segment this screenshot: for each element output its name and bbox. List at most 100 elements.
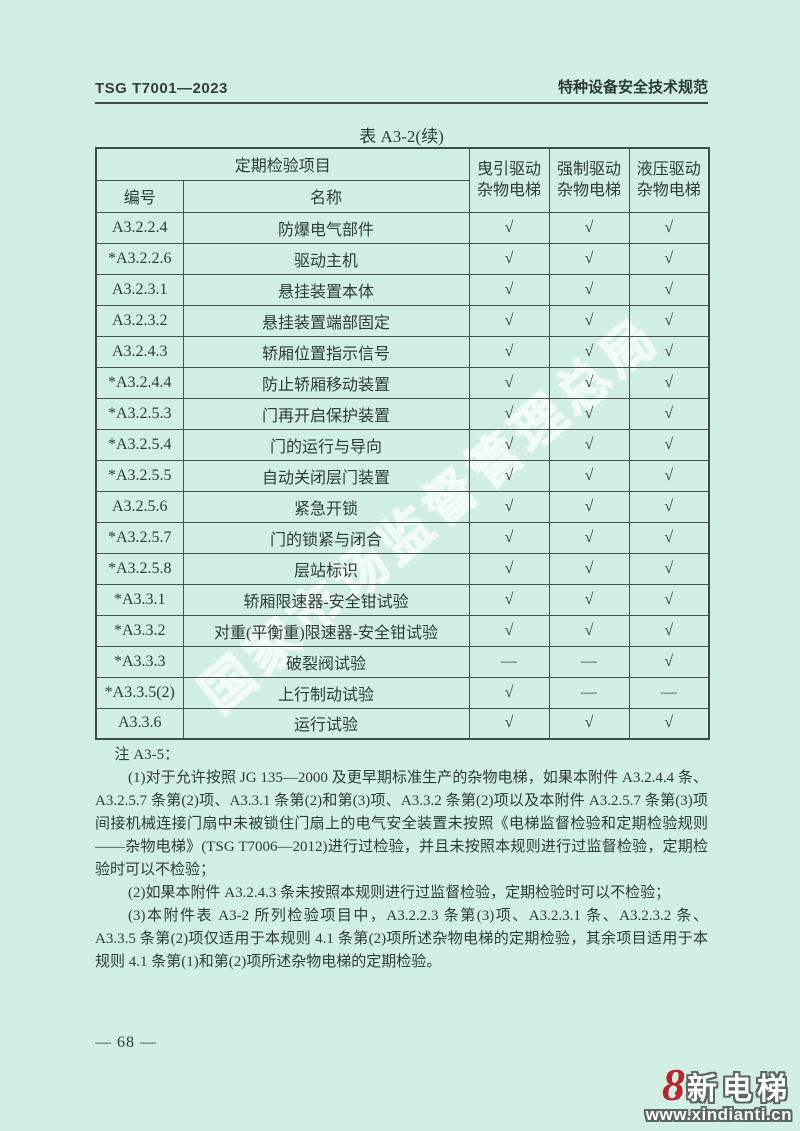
item-name-cell: 上行制动试验 bbox=[182, 676, 470, 709]
positive-check-cell: √ bbox=[548, 397, 630, 430]
header-row-1: 定期检验项目 曳引驱动 杂物电梯 强制驱动 杂物电梯 液压驱动 杂物电梯 bbox=[95, 147, 710, 213]
hydraulic-check-cell: √ bbox=[628, 273, 710, 306]
traction-check-cell: √ bbox=[468, 707, 550, 740]
item-number-cell: *A3.2.5.8 bbox=[95, 552, 184, 585]
hydraulic-check-cell: √ bbox=[628, 645, 710, 678]
item-name-cell: 门再开启保护装置 bbox=[182, 397, 470, 430]
table-row: A3.2.2.4 防爆电气部件 √ √ √ bbox=[95, 211, 710, 244]
notes-block: 注 A3-5： (1)对于允许按照 JG 135—2000 及更早期标准生产的杂… bbox=[95, 744, 708, 974]
page-header: TSG T7001—2023 特种设备安全技术规范 bbox=[95, 76, 708, 104]
traction-check-cell: √ bbox=[468, 552, 550, 585]
hydraulic-check-cell: √ bbox=[628, 211, 710, 244]
item-number-cell: *A3.2.2.6 bbox=[95, 242, 184, 275]
item-number-cell: *A3.2.4.4 bbox=[95, 366, 184, 399]
table-head: 定期检验项目 曳引驱动 杂物电梯 强制驱动 杂物电梯 液压驱动 杂物电梯 编号 名称 bbox=[95, 147, 710, 213]
traction-check-cell: √ bbox=[468, 521, 550, 554]
table-row: A3.3.6 运行试验 √ √ √ bbox=[95, 707, 710, 740]
traction-check-cell: √ bbox=[468, 459, 550, 492]
traction-check-cell: √ bbox=[468, 242, 550, 275]
hydraulic-check-cell: √ bbox=[628, 552, 710, 585]
header-positive-line1: 强制驱动 bbox=[557, 161, 622, 179]
hydraulic-check-cell: √ bbox=[628, 490, 710, 523]
positive-check-cell: √ bbox=[548, 459, 630, 492]
header-hydraulic-line1: 液压驱动 bbox=[636, 161, 701, 179]
table-row: *A3.2.5.3 门再开启保护装置 √ √ √ bbox=[95, 397, 710, 430]
hydraulic-check-cell: √ bbox=[628, 242, 710, 275]
positive-check-cell: √ bbox=[548, 242, 630, 275]
note-item-1: (1)对于允许按照 JG 135—2000 及更早期标准生产的杂物电梯，如果本附… bbox=[95, 770, 708, 878]
item-name-cell: 自动关闭层门装置 bbox=[182, 459, 470, 492]
item-name-cell: 门的锁紧与闭合 bbox=[182, 521, 470, 554]
traction-check-cell: — bbox=[468, 645, 550, 678]
inspection-items-table: 定期检验项目 曳引驱动 杂物电梯 强制驱动 杂物电梯 液压驱动 杂物电梯 编号 名称 … bbox=[95, 147, 711, 740]
note-title: 注 A3-5： bbox=[114, 747, 180, 763]
positive-check-cell: √ bbox=[548, 707, 630, 740]
logo-brand-name: 新电梯 bbox=[687, 1073, 792, 1107]
item-name-cell: 悬挂装置端部固定 bbox=[182, 304, 470, 337]
item-name-cell: 防止轿厢移动装置 bbox=[182, 366, 470, 399]
hydraulic-check-cell: √ bbox=[628, 397, 710, 430]
item-name-cell: 紧急开锁 bbox=[182, 490, 470, 523]
traction-check-cell: √ bbox=[468, 366, 550, 399]
traction-check-cell: √ bbox=[468, 490, 550, 523]
item-number-cell: A3.2.2.4 bbox=[95, 211, 184, 244]
positive-check-cell: √ bbox=[548, 428, 630, 461]
header-hydraulic-elevator: 液压驱动 杂物电梯 bbox=[628, 147, 710, 213]
table-row: *A3.2.5.7 门的锁紧与闭合 √ √ √ bbox=[95, 521, 710, 554]
positive-check-cell: √ bbox=[548, 273, 630, 306]
item-number-cell: *A3.3.3 bbox=[95, 645, 184, 678]
positive-check-cell: √ bbox=[548, 366, 630, 399]
traction-check-cell: √ bbox=[468, 304, 550, 337]
traction-check-cell: √ bbox=[468, 583, 550, 616]
item-name-cell: 驱动主机 bbox=[182, 242, 470, 275]
item-name-cell: 悬挂装置本体 bbox=[182, 273, 470, 306]
note-item-3: (3)本附件表 A3-2 所列检验项目中，A3.2.2.3 条第(3)项、A3.… bbox=[95, 908, 708, 970]
item-name-cell: 门的运行与导向 bbox=[182, 428, 470, 461]
item-number-cell: A3.2.5.6 bbox=[95, 490, 184, 523]
logo-8-ribbon-icon: 8 ♥ bbox=[662, 1058, 685, 1110]
positive-check-cell: — bbox=[548, 645, 630, 678]
hydraulic-check-cell: √ bbox=[628, 614, 710, 647]
hydraulic-check-cell: √ bbox=[628, 428, 710, 461]
table-row: *A3.3.3 破裂阀试验 — — √ bbox=[95, 645, 710, 678]
positive-check-cell: √ bbox=[548, 552, 630, 585]
item-number-cell: A3.2.3.1 bbox=[95, 273, 184, 306]
item-number-cell: A3.2.4.3 bbox=[95, 335, 184, 368]
heart-icon: ♥ bbox=[674, 1086, 684, 1104]
item-name-cell: 防爆电气部件 bbox=[182, 211, 470, 244]
table-row: *A3.2.5.5 自动关闭层门装置 √ √ √ bbox=[95, 459, 710, 492]
hydraulic-check-cell: √ bbox=[628, 707, 710, 740]
header-item-name: 名称 bbox=[182, 179, 470, 213]
positive-check-cell: √ bbox=[548, 521, 630, 554]
item-name-cell: 破裂阀试验 bbox=[182, 645, 470, 678]
header-periodic-items: 定期检验项目 bbox=[95, 147, 470, 181]
table-row: A3.2.4.3 轿厢位置指示信号 √ √ √ bbox=[95, 335, 710, 368]
hydraulic-check-cell: — bbox=[628, 676, 710, 709]
hydraulic-check-cell: √ bbox=[628, 366, 710, 399]
header-traction-line2: 杂物电梯 bbox=[477, 182, 542, 200]
table-body: A3.2.2.4 防爆电气部件 √ √ √ *A3.2.2.6 驱动主机 √ √… bbox=[95, 211, 710, 740]
positive-check-cell: √ bbox=[548, 490, 630, 523]
table-row: A3.2.3.1 悬挂装置本体 √ √ √ bbox=[95, 273, 710, 306]
item-name-cell: 轿厢位置指示信号 bbox=[182, 335, 470, 368]
item-number-cell: *A3.3.1 bbox=[95, 583, 184, 616]
document-category: 特种设备安全技术规范 bbox=[557, 79, 708, 96]
table-row: A3.2.5.6 紧急开锁 √ √ √ bbox=[95, 490, 710, 523]
positive-check-cell: √ bbox=[548, 614, 630, 647]
traction-check-cell: √ bbox=[468, 397, 550, 430]
table-row: *A3.2.5.8 层站标识 √ √ √ bbox=[95, 552, 710, 585]
table-row: *A3.3.5(2) 上行制动试验 √ — — bbox=[95, 676, 710, 709]
item-number-cell: *A3.3.2 bbox=[95, 614, 184, 647]
page-number: — 68 — bbox=[95, 1034, 157, 1051]
item-number-cell: A3.2.3.2 bbox=[95, 304, 184, 337]
table-title: 表 A3-2(续) bbox=[359, 127, 444, 146]
header-traction-elevator: 曳引驱动 杂物电梯 bbox=[468, 147, 550, 213]
traction-check-cell: √ bbox=[468, 211, 550, 244]
item-name-cell: 运行试验 bbox=[182, 707, 470, 740]
logo-website-url: www.xindianti.cn bbox=[645, 1105, 792, 1125]
item-number-cell: *A3.2.5.5 bbox=[95, 459, 184, 492]
header-item-number: 编号 bbox=[95, 179, 184, 213]
item-name-cell: 轿厢限速器-安全钳试验 bbox=[182, 583, 470, 616]
item-number-cell: *A3.3.5(2) bbox=[95, 676, 184, 709]
positive-check-cell: √ bbox=[548, 304, 630, 337]
